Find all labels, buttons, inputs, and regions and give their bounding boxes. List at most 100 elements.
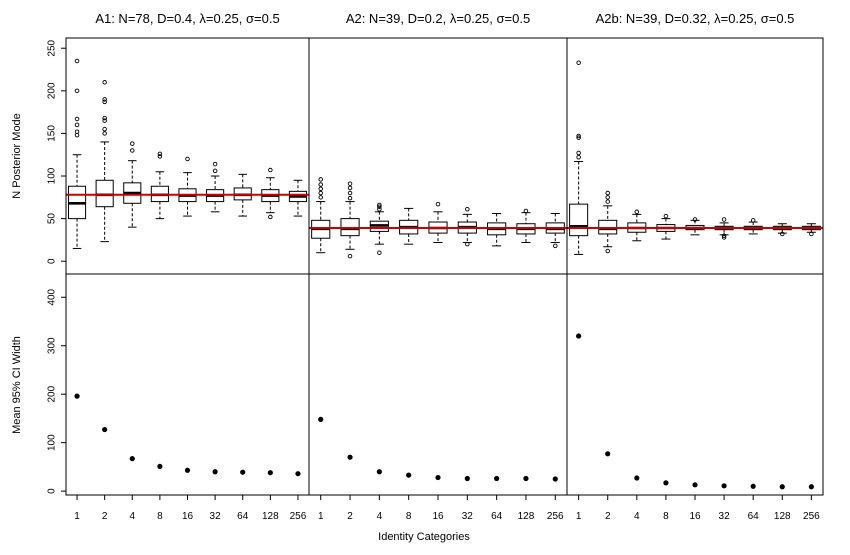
x-tick-label: 256 (547, 511, 564, 522)
panel-frame-top (65, 37, 310, 275)
ci-width-point (663, 480, 669, 486)
outlier-point (721, 233, 727, 238)
ci-width-point (129, 456, 135, 462)
outlier-point (692, 217, 698, 222)
panel-frame-bottom (65, 273, 310, 496)
outlier-point (605, 190, 610, 196)
y-top-tick-label: 200 (47, 82, 58, 99)
x-tick-label: 64 (748, 511, 760, 522)
x-tick-label: 2 (605, 511, 611, 522)
outlier-point (74, 58, 80, 64)
box-128 (516, 208, 536, 243)
y-axis-label-top: N Posterior Mode (11, 113, 23, 199)
ci-width-point (212, 469, 218, 475)
outlier-point (347, 190, 353, 196)
x-tick-label: 128 (518, 511, 535, 522)
outlier-point (750, 218, 756, 223)
x-tick-label: 16 (689, 511, 701, 522)
box-64 (743, 218, 763, 235)
x-tick-label: 8 (406, 511, 412, 522)
outlier-point (102, 131, 107, 136)
outlier-point (553, 243, 558, 249)
outlier-point (318, 182, 323, 187)
box-2 (95, 80, 114, 243)
outlier-point (102, 99, 107, 105)
x-tick-label: 8 (157, 511, 163, 522)
x-tick-label: 32 (462, 511, 474, 522)
outlier-point (130, 141, 135, 146)
outlier-point (157, 154, 163, 159)
box-2 (598, 190, 618, 254)
outlier-point (74, 129, 80, 134)
x-tick-label: 16 (432, 511, 444, 522)
outlier-point (576, 60, 581, 65)
x-tick-label: 1 (74, 511, 80, 522)
outlier-point (780, 231, 785, 237)
ci-width-point (634, 475, 640, 481)
outlier-point (102, 115, 107, 121)
box-128 (772, 223, 792, 237)
y-top-tick-label: 50 (47, 213, 58, 225)
y-bottom-tick-label: 400 (47, 288, 58, 305)
outlier-point (268, 214, 273, 220)
outlier-point (377, 202, 382, 208)
ci-width-point (318, 416, 324, 422)
panel-title: A2b: N=39, D=0.32, λ=0.25, σ=0.5 (596, 11, 795, 26)
outlier-point (347, 253, 353, 259)
x-tick-label: 32 (719, 511, 731, 522)
x-tick-label: 16 (182, 511, 194, 522)
outlier-point (185, 156, 190, 162)
box-8 (150, 151, 169, 220)
y-axis-label-bottom: Mean 95% CI Width (11, 336, 23, 434)
x-tick-label: 64 (237, 511, 249, 522)
outlier-point (268, 167, 273, 173)
outlier-point (212, 161, 218, 167)
ci-width-point (605, 451, 611, 457)
outlier-point (576, 135, 581, 140)
box-4 (123, 141, 142, 228)
outlier-point (605, 195, 610, 200)
ci-width-point (184, 467, 191, 473)
panel-title: A1: N=78, D=0.4, λ=0.25, σ=0.5 (95, 11, 279, 26)
outlier-point (377, 206, 382, 212)
outlier-point (74, 88, 80, 94)
ci-width-point (406, 472, 412, 478)
y-top-tick-label: 250 (47, 39, 58, 56)
box-64 (487, 213, 507, 247)
ci-width-point (721, 483, 727, 489)
box-16 (685, 217, 705, 236)
box-256 (801, 223, 821, 237)
ci-width-point (779, 484, 785, 490)
panel-title: A2: N=39, D=0.2, λ=0.25, σ=0.5 (346, 11, 530, 26)
box-16 (178, 156, 197, 217)
box-256 (545, 213, 565, 249)
x-tick-label: 128 (774, 511, 791, 522)
ci-width-point (102, 426, 108, 433)
ci-width-point (750, 483, 756, 489)
ci-width-point (523, 475, 529, 482)
outlier-point (605, 199, 610, 204)
x-tick-label: 8 (663, 511, 669, 522)
outlier-point (523, 208, 529, 214)
outlier-point (74, 116, 80, 122)
outlier-point (102, 126, 107, 132)
x-tick-label: 1 (318, 511, 324, 522)
outlier-point (102, 80, 107, 85)
outlier-point (377, 250, 382, 255)
outlier-point (663, 213, 669, 219)
box-1 (67, 58, 87, 249)
outlier-point (576, 150, 581, 156)
box-1 (311, 177, 331, 254)
x-axis-label: Identity Categories (378, 531, 470, 543)
ci-width-point (240, 469, 246, 475)
ci-width-point (576, 333, 582, 339)
x-tick-label: 1 (576, 511, 582, 522)
box-1 (569, 60, 589, 255)
outlier-point (347, 181, 353, 186)
outlier-point (465, 206, 470, 212)
outlier-point (634, 209, 640, 215)
outlier-point (347, 185, 353, 191)
outlier-point (721, 217, 727, 222)
x-tick-label: 4 (129, 511, 135, 522)
